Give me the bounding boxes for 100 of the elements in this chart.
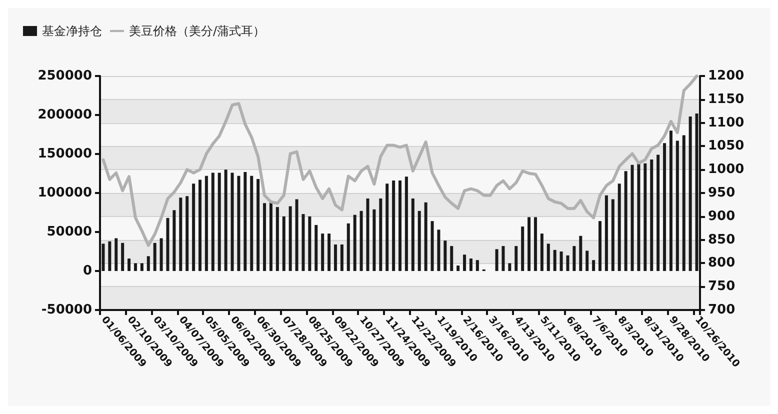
bar xyxy=(566,255,570,271)
bar xyxy=(218,172,221,271)
bar xyxy=(204,176,208,271)
bar xyxy=(663,143,666,271)
y-tick-label: 200000 xyxy=(38,108,92,122)
bar xyxy=(360,210,363,271)
bar xyxy=(656,154,660,271)
bar xyxy=(398,180,402,271)
y2-tick-label: 1000 xyxy=(708,162,744,178)
bar xyxy=(276,207,279,271)
bar xyxy=(450,246,454,271)
bar xyxy=(366,198,370,271)
y2-tick-label: 950 xyxy=(708,186,736,200)
bar xyxy=(186,196,189,271)
bar xyxy=(572,246,576,271)
bar xyxy=(121,242,124,271)
bar xyxy=(624,171,628,271)
bar xyxy=(224,170,228,271)
bar xyxy=(140,263,144,271)
y-tick-label: 0 xyxy=(82,264,92,278)
y2-tick-label: 1050 xyxy=(708,138,744,154)
bar xyxy=(553,250,556,271)
bar xyxy=(230,172,234,271)
bar xyxy=(469,258,472,271)
bar xyxy=(263,203,266,271)
bar xyxy=(618,184,621,271)
bar xyxy=(192,184,196,271)
bar xyxy=(682,135,686,271)
y-tick-label: -50000 xyxy=(41,302,92,318)
bar xyxy=(476,260,479,271)
y-tick-label: 150000 xyxy=(38,146,92,162)
bar xyxy=(676,140,679,271)
bar xyxy=(404,176,408,271)
y2-tick-label: 1150 xyxy=(708,92,744,107)
bar xyxy=(288,206,292,271)
bar xyxy=(256,178,260,271)
bar xyxy=(411,198,414,271)
legend-label: 美豆价格（美分/蒲式耳） xyxy=(129,24,266,38)
y2-tick-label: 700 xyxy=(708,302,736,318)
bar xyxy=(346,223,350,271)
bar xyxy=(534,217,537,271)
bar xyxy=(514,246,518,271)
bar xyxy=(340,244,344,271)
y2-tick-label: 750 xyxy=(708,279,736,294)
bar xyxy=(669,130,672,271)
bar xyxy=(650,159,654,271)
bar xyxy=(282,216,286,271)
bar xyxy=(153,242,156,271)
bar xyxy=(630,164,634,271)
bar xyxy=(604,195,608,271)
bar xyxy=(372,209,376,271)
bar xyxy=(418,210,421,271)
bar xyxy=(146,256,150,271)
bar xyxy=(250,176,254,271)
bar xyxy=(392,180,396,271)
y2-tick-label: 900 xyxy=(708,208,736,224)
bar xyxy=(495,249,498,271)
bar xyxy=(314,224,318,271)
bar xyxy=(128,258,131,271)
bar xyxy=(379,198,382,271)
bar xyxy=(430,221,434,271)
bar xyxy=(321,234,324,271)
bar xyxy=(637,163,640,271)
bar xyxy=(198,180,202,271)
bar xyxy=(456,266,460,271)
bar xyxy=(179,198,182,271)
bar xyxy=(308,216,312,271)
bar xyxy=(560,252,563,271)
bar xyxy=(644,163,647,271)
bar xyxy=(334,244,337,271)
bar xyxy=(437,230,440,271)
y2-tick-label: 1100 xyxy=(708,115,744,130)
bar xyxy=(463,254,466,271)
bar xyxy=(592,260,596,271)
bar xyxy=(211,172,214,271)
y-tick-label: 100000 xyxy=(38,186,92,200)
bar xyxy=(269,202,272,271)
bar xyxy=(508,263,512,271)
legend-label: 基金净持仓 xyxy=(42,24,102,38)
bar xyxy=(172,210,176,271)
bar xyxy=(540,234,544,271)
bar xyxy=(444,240,447,271)
bar xyxy=(328,234,331,271)
line-series xyxy=(102,74,698,247)
bar xyxy=(424,202,428,271)
bar xyxy=(502,246,505,271)
y-tick-label: 250000 xyxy=(38,68,92,84)
bar xyxy=(295,199,298,271)
bar xyxy=(134,263,137,271)
y-tick-label: 50000 xyxy=(46,224,92,240)
bar xyxy=(546,244,550,271)
bar xyxy=(302,214,305,271)
bar xyxy=(611,199,614,271)
bar xyxy=(586,250,589,271)
bar xyxy=(528,217,531,271)
bar xyxy=(598,221,602,271)
bar xyxy=(160,238,163,271)
bar xyxy=(237,176,240,271)
bar xyxy=(688,116,692,271)
bar xyxy=(579,236,582,271)
